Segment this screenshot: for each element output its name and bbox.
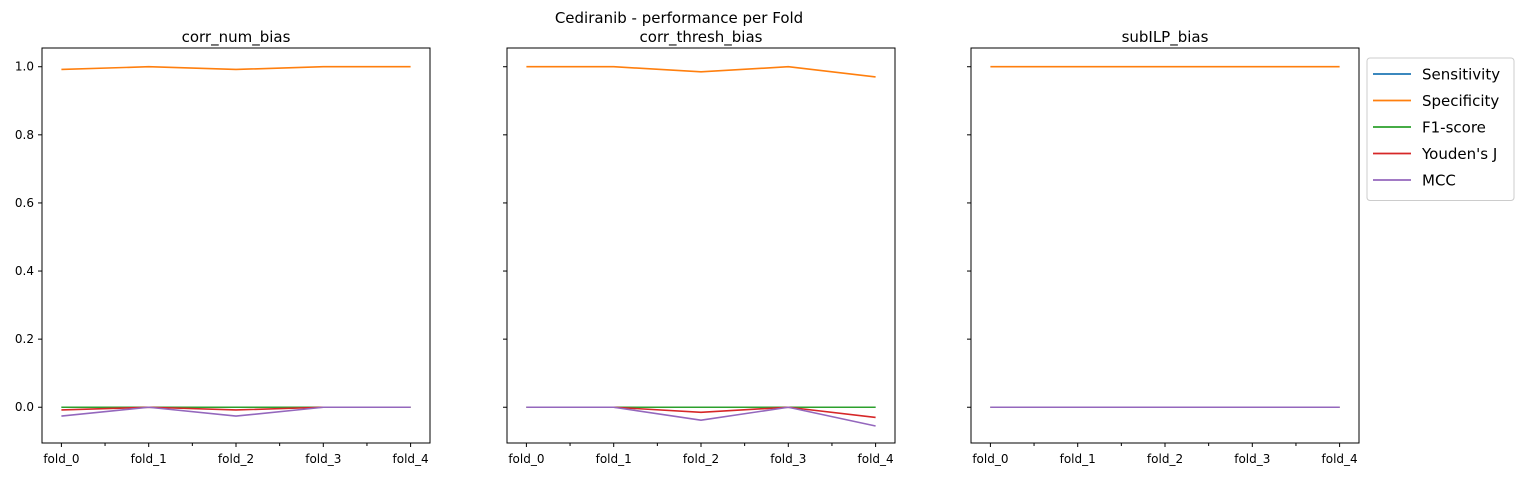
legend-label-youden-s-j: Youden's J [1421,145,1497,163]
series-line-mcc [61,406,411,417]
x-tick-label: fold_3 [305,452,341,466]
axes-frame [41,47,431,444]
x-tick-label: fold_4 [393,452,429,466]
legend-label-sensitivity: Sensitivity [1422,66,1500,84]
x-tick-label: fold_2 [1147,452,1183,466]
series-line-specificity [61,65,411,71]
subplot-2: corr_thresh_bias fold_0 fold_1 fold_2 fold_3… [503,28,896,466]
x-tick-label: fold_1 [131,452,167,466]
series-line-mcc [526,406,876,427]
x-tick-label: fold_0 [508,452,544,466]
subplot-title: corr_num_bias [182,28,291,47]
subplot-title: corr_thresh_bias [640,28,763,47]
series-line-specificity [526,65,876,78]
y-tick-label: 0.2 [15,332,34,346]
subplots: corr_num_bias 0.0 0.2 0.4 0.6 0.8 1.0 fold_0 fol… [15,28,1360,466]
series-line-youden-s-j [526,406,876,419]
figure-suptitle: Cediranib - performance per Fold [555,9,803,27]
y-tick-label: 1.0 [15,60,34,74]
x-tick-label: fold_2 [218,452,254,466]
x-tick-label: fold_4 [1322,452,1358,466]
subplot-3: subILP_bias fold_0 fold_1 fold_2 fold_3 fold_… [967,28,1360,466]
legend-label-mcc: MCC [1422,172,1456,190]
subplot-1: corr_num_bias 0.0 0.2 0.4 0.6 0.8 1.0 fold_0 fol… [15,28,431,466]
legend-box [1366,57,1515,201]
legend: Sensitivity Specificity F1-score Youden's J… [1366,57,1515,201]
x-tick-label: fold_0 [972,452,1008,466]
y-tick-label: 0.8 [15,128,34,142]
x-tick-label: fold_1 [1060,452,1096,466]
x-tick-label: fold_1 [596,452,632,466]
y-tick-label: 0.6 [15,196,34,210]
y-tick-label: 0.0 [15,400,34,414]
x-tick-label: fold_4 [858,452,894,466]
axes-frame [506,47,896,444]
x-tick-label: fold_2 [683,452,719,466]
x-tick-label: fold_3 [1234,452,1270,466]
x-tick-label: fold_3 [770,452,806,466]
x-tick-label: fold_0 [43,452,79,466]
y-tick-label: 0.4 [15,264,34,278]
axes-frame [970,47,1360,444]
subplot-title: subILP_bias [1122,28,1209,47]
legend-label-f1-score: F1-score [1422,119,1486,137]
legend-label-specificity: Specificity [1422,92,1499,110]
